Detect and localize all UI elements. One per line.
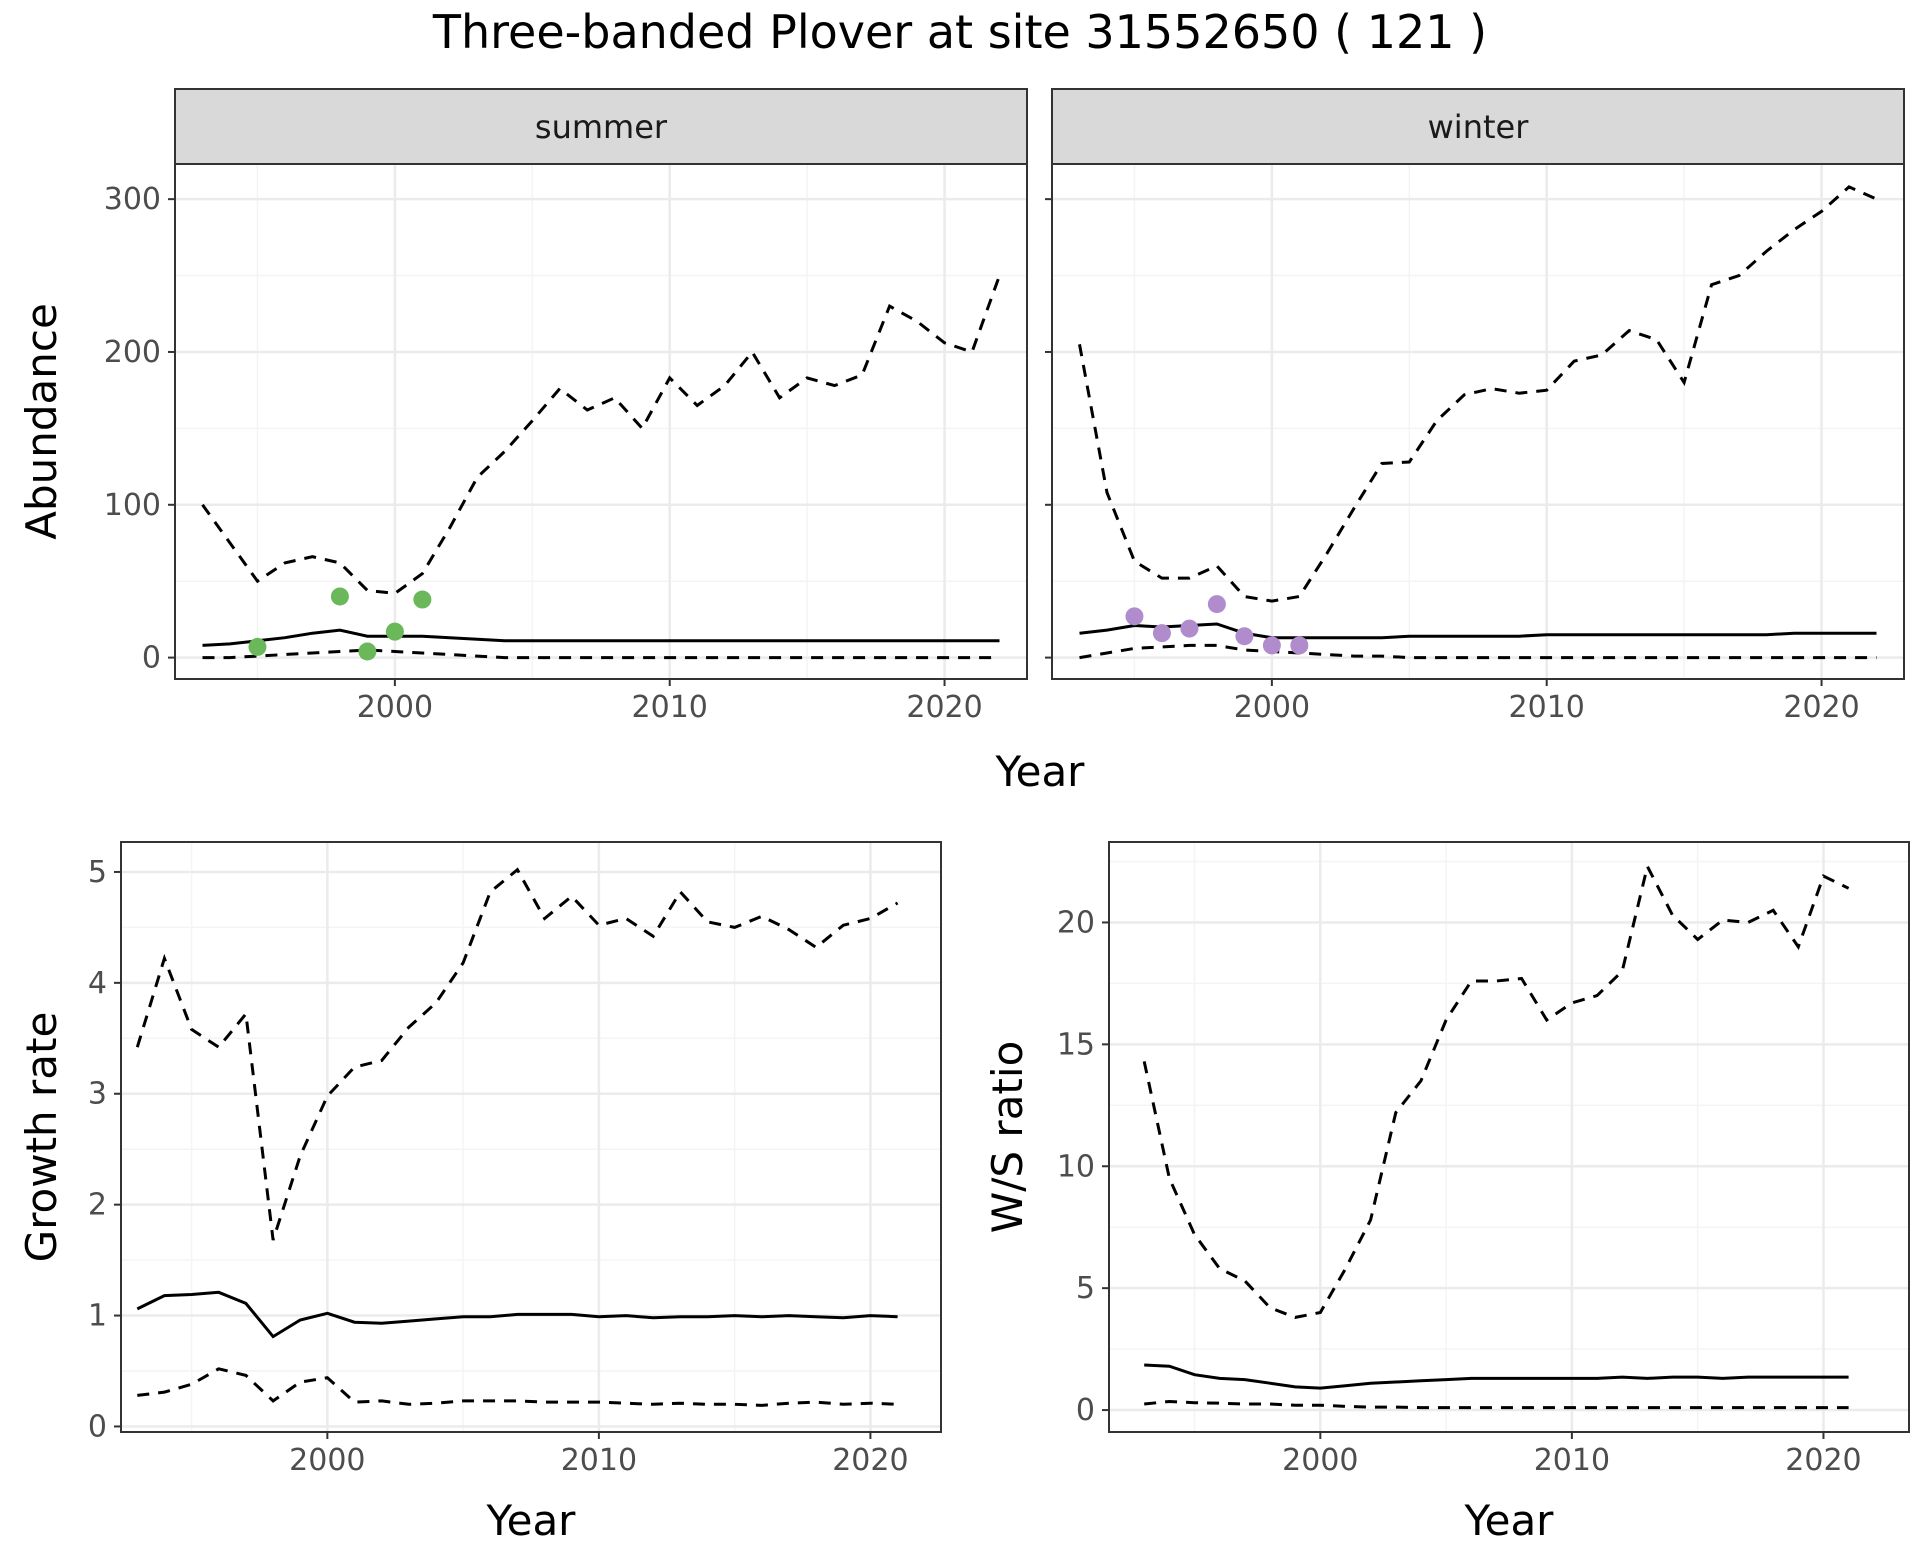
observed-point	[330, 587, 349, 606]
y-tick-label: 5	[1076, 1271, 1095, 1306]
y-tick-label: 100	[104, 488, 161, 523]
observed-point	[358, 642, 377, 661]
y-tick-label: 1	[88, 1299, 107, 1334]
y-tick-label: 4	[88, 966, 107, 1001]
observed-point	[1125, 607, 1144, 626]
facet-strip-label: winter	[1428, 108, 1530, 146]
facet-strip-label: summer	[535, 108, 668, 146]
plot-area	[121, 842, 941, 1432]
y-axis-title: Growth rate	[17, 1012, 66, 1263]
observed-point	[1290, 636, 1309, 655]
observed-point	[1262, 636, 1281, 655]
facet-strip	[1051, 88, 1905, 165]
chart-title: Three-banded Plover at site 31552650 ( 1…	[432, 5, 1487, 59]
y-tick-label: 0	[142, 641, 161, 676]
x-tick-label: 2000	[1234, 690, 1310, 725]
series-line-upper-bound	[1142, 862, 1850, 1319]
observed-point	[385, 622, 404, 641]
x-tick-label: 2020	[832, 1443, 908, 1478]
x-axis-title-shared: Year	[995, 747, 1086, 796]
plot-area	[1052, 164, 1904, 679]
y-tick-label: 20	[1057, 905, 1095, 940]
y-tick-label: 0	[88, 1409, 107, 1444]
x-tick-label: 2010	[1509, 690, 1585, 725]
series-line-lower-bound	[1079, 643, 1877, 660]
series-line-mean	[136, 1290, 898, 1339]
panel-winter: winter 2000 2010 2020	[1045, 88, 1905, 725]
series-line-upper-bound	[1078, 185, 1878, 603]
observed-point	[1207, 595, 1226, 614]
y-tick-label: 2	[88, 1188, 107, 1223]
x-tick-label: 2000	[1282, 1443, 1358, 1478]
y-tick-label: 200	[104, 335, 161, 370]
x-tick-label: 2000	[289, 1443, 365, 1478]
x-axis-title: Year	[1464, 1496, 1555, 1545]
y-tick-label: 300	[104, 182, 161, 217]
y-tick-label: 15	[1057, 1027, 1095, 1062]
observed-point	[1152, 624, 1171, 643]
series-line-mean	[202, 628, 1000, 647]
y-axis-title: W/S ratio	[983, 1041, 1032, 1234]
plot-area	[175, 164, 1027, 679]
observed-point	[1235, 627, 1254, 646]
x-axis-title: Year	[486, 1496, 577, 1545]
x-tick-label: 2020	[1785, 1443, 1861, 1478]
x-tick-label: 2000	[357, 690, 433, 725]
y-tick-label: 0	[1076, 1393, 1095, 1428]
series-line-upper-bound	[135, 867, 899, 1241]
panel-growth: 2000 2010 2020 0 1 2 3 4 5 Year Growth rate	[17, 841, 942, 1545]
series-line-lower-bound	[202, 648, 1000, 660]
x-tick-label: 2010	[632, 690, 708, 725]
facet-strip	[174, 88, 1028, 165]
y-axis-title: Abundance	[17, 303, 66, 540]
observed-point	[1180, 619, 1199, 638]
plot-area	[1109, 842, 1909, 1432]
observed-point	[413, 590, 432, 609]
panel-border	[120, 841, 942, 1433]
panel-border	[1108, 841, 1910, 1433]
series-line-upper-bound	[201, 275, 1001, 595]
observed-point	[248, 637, 267, 656]
x-tick-label: 2010	[1534, 1443, 1610, 1478]
y-tick-label: 3	[88, 1077, 107, 1112]
x-tick-label: 2010	[561, 1443, 637, 1478]
y-tick-label: 10	[1057, 1149, 1095, 1184]
panel-summer: summer 2000 2010 2020 0 100 200 300 Abundance	[17, 88, 1028, 725]
panel-ratio: 2000 2010 2020 0 5 10 15 20 Year W/S ratio	[983, 841, 1910, 1545]
series-line-mean	[1144, 1363, 1849, 1390]
y-tick-label: 5	[88, 855, 107, 890]
x-tick-label: 2020	[1783, 690, 1859, 725]
series-line-mean	[1079, 622, 1877, 640]
x-tick-label: 2020	[906, 690, 982, 725]
